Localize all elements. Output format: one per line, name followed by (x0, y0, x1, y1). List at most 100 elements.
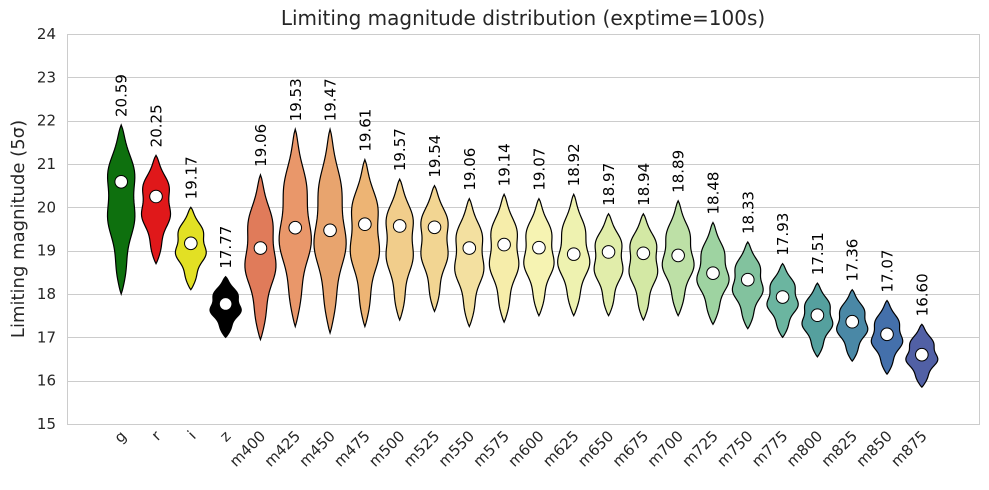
median-marker-m600 (532, 240, 546, 255)
median-label-m725: 18.48 (704, 172, 722, 215)
median-label-m650: 18.97 (600, 163, 618, 206)
x-tick-label-i: i (184, 427, 200, 443)
y-tick-label: 20 (37, 198, 56, 216)
median-label-m750: 18.33 (739, 191, 757, 234)
median-label-i: 19.17 (182, 156, 200, 199)
median-label-g: 20.59 (113, 74, 131, 117)
plot-frame (67, 34, 980, 425)
median-label-m450: 19.47 (322, 78, 340, 121)
x-tick-label-m775: m775 (748, 427, 791, 470)
violin-m550 (454, 197, 485, 329)
median-marker-m825 (845, 314, 860, 329)
median-label-m575: 19.14 (496, 143, 514, 186)
median-marker-r (149, 189, 163, 204)
y-axis-label: Limiting magnitude (5σ) (8, 120, 29, 338)
violin-m650 (593, 212, 624, 317)
median-marker-m800 (810, 308, 825, 323)
x-tick-label-m450: m450 (296, 427, 339, 470)
x-tick-label-m850: m850 (853, 427, 896, 470)
median-label-m525: 19.54 (426, 135, 444, 178)
median-marker-m675 (636, 246, 651, 261)
median-marker-i (184, 236, 198, 251)
x-tick-label-m725: m725 (678, 427, 721, 470)
median-label-m600: 19.07 (530, 148, 548, 191)
violin-m400 (244, 172, 277, 342)
violin-m500 (385, 177, 414, 322)
median-labels: 20.59 20.25 19.17 17.77 19.06 19.53 19.47 19.61… (113, 74, 932, 316)
y-tick-label: 21 (37, 155, 56, 173)
violin-m575 (488, 192, 520, 324)
x-tick-label-r: r (148, 427, 166, 445)
median-label-m800: 17.51 (809, 232, 827, 275)
y-tick-label: 18 (37, 285, 56, 303)
y-tick-label: 23 (37, 68, 56, 86)
x-tick-labels: g r i zm400m425m450m475m500m525m550m575m600… (111, 427, 931, 471)
median-label-m625: 18.92 (565, 143, 583, 186)
x-tick-label-m675: m675 (609, 427, 652, 470)
y-tick-label: 16 (37, 372, 56, 390)
x-tick-label-m550: m550 (435, 427, 478, 470)
median-label-m825: 17.36 (844, 239, 862, 282)
median-label-m500: 19.57 (391, 128, 409, 171)
x-tick-label-m700: m700 (644, 427, 687, 470)
x-tick-label-m625: m625 (539, 427, 582, 470)
chart-title: Limiting magnitude distribution (exptime… (281, 6, 765, 30)
x-tick-label-m400: m400 (226, 427, 269, 470)
violin-r (140, 154, 172, 266)
y-tick-label: 15 (37, 415, 56, 433)
x-tick-label-m750: m750 (713, 427, 756, 470)
median-marker-m700 (671, 248, 685, 263)
x-tick-label-m600: m600 (504, 427, 547, 470)
violin-m675 (628, 212, 659, 322)
median-label-m475: 19.61 (356, 109, 374, 152)
x-tick-label-m475: m475 (330, 427, 373, 470)
y-tick-label: 24 (37, 25, 56, 43)
median-marker-m500 (392, 219, 407, 233)
median-label-m850: 17.07 (879, 250, 897, 293)
violin-m525 (420, 184, 449, 313)
median-marker-m775 (775, 290, 790, 304)
median-marker-m475 (358, 217, 372, 232)
median-marker-g (114, 174, 128, 189)
median-marker-m625 (566, 247, 581, 261)
median-label-m550: 19.06 (461, 148, 479, 191)
median-label-m775: 17.93 (774, 213, 792, 256)
y-tick-labels: 15 16 17 18 19 20 21 22 23 24 (37, 25, 56, 433)
median-label-m425: 19.53 (287, 78, 305, 121)
violin-g (106, 123, 136, 296)
median-label-m400: 19.06 (252, 124, 270, 167)
y-tick-label: 19 (37, 242, 56, 260)
x-tick-label-m425: m425 (261, 427, 304, 470)
median-marker-m425 (288, 220, 303, 235)
median-label-m700: 18.89 (670, 150, 688, 193)
x-tick-label-m525: m525 (400, 427, 443, 470)
x-tick-label-m500: m500 (365, 427, 408, 470)
median-label-r: 20.25 (148, 104, 166, 147)
median-marker-m450 (323, 223, 337, 238)
median-marker-m550 (462, 241, 477, 255)
median-marker-m875 (915, 347, 929, 362)
median-marker-m650 (601, 245, 616, 259)
y-tick-label: 22 (37, 112, 56, 130)
median-label-m875: 16.60 (913, 273, 931, 316)
x-tick-label-m825: m825 (818, 427, 861, 470)
violin-m475 (349, 157, 381, 329)
x-tick-label-z: z (216, 427, 234, 445)
x-tick-label-m875: m875 (887, 427, 930, 470)
x-tick-label-m575: m575 (470, 427, 513, 470)
median-marker-m400 (253, 241, 268, 255)
x-tick-label-g: g (111, 427, 130, 446)
x-tick-label-m650: m650 (574, 427, 617, 470)
median-label-z: 17.77 (217, 226, 235, 269)
median-label-m675: 18.94 (635, 163, 653, 206)
median-marker-m750 (740, 272, 755, 287)
median-marker-m525 (427, 220, 442, 235)
median-marker-m725 (706, 266, 720, 281)
median-marker-m850 (880, 327, 894, 342)
median-marker-m575 (497, 237, 511, 252)
median-marker-z (218, 297, 233, 311)
median-markers (114, 174, 929, 362)
x-tick-label-m800: m800 (783, 427, 826, 470)
violin-m600 (523, 197, 555, 318)
